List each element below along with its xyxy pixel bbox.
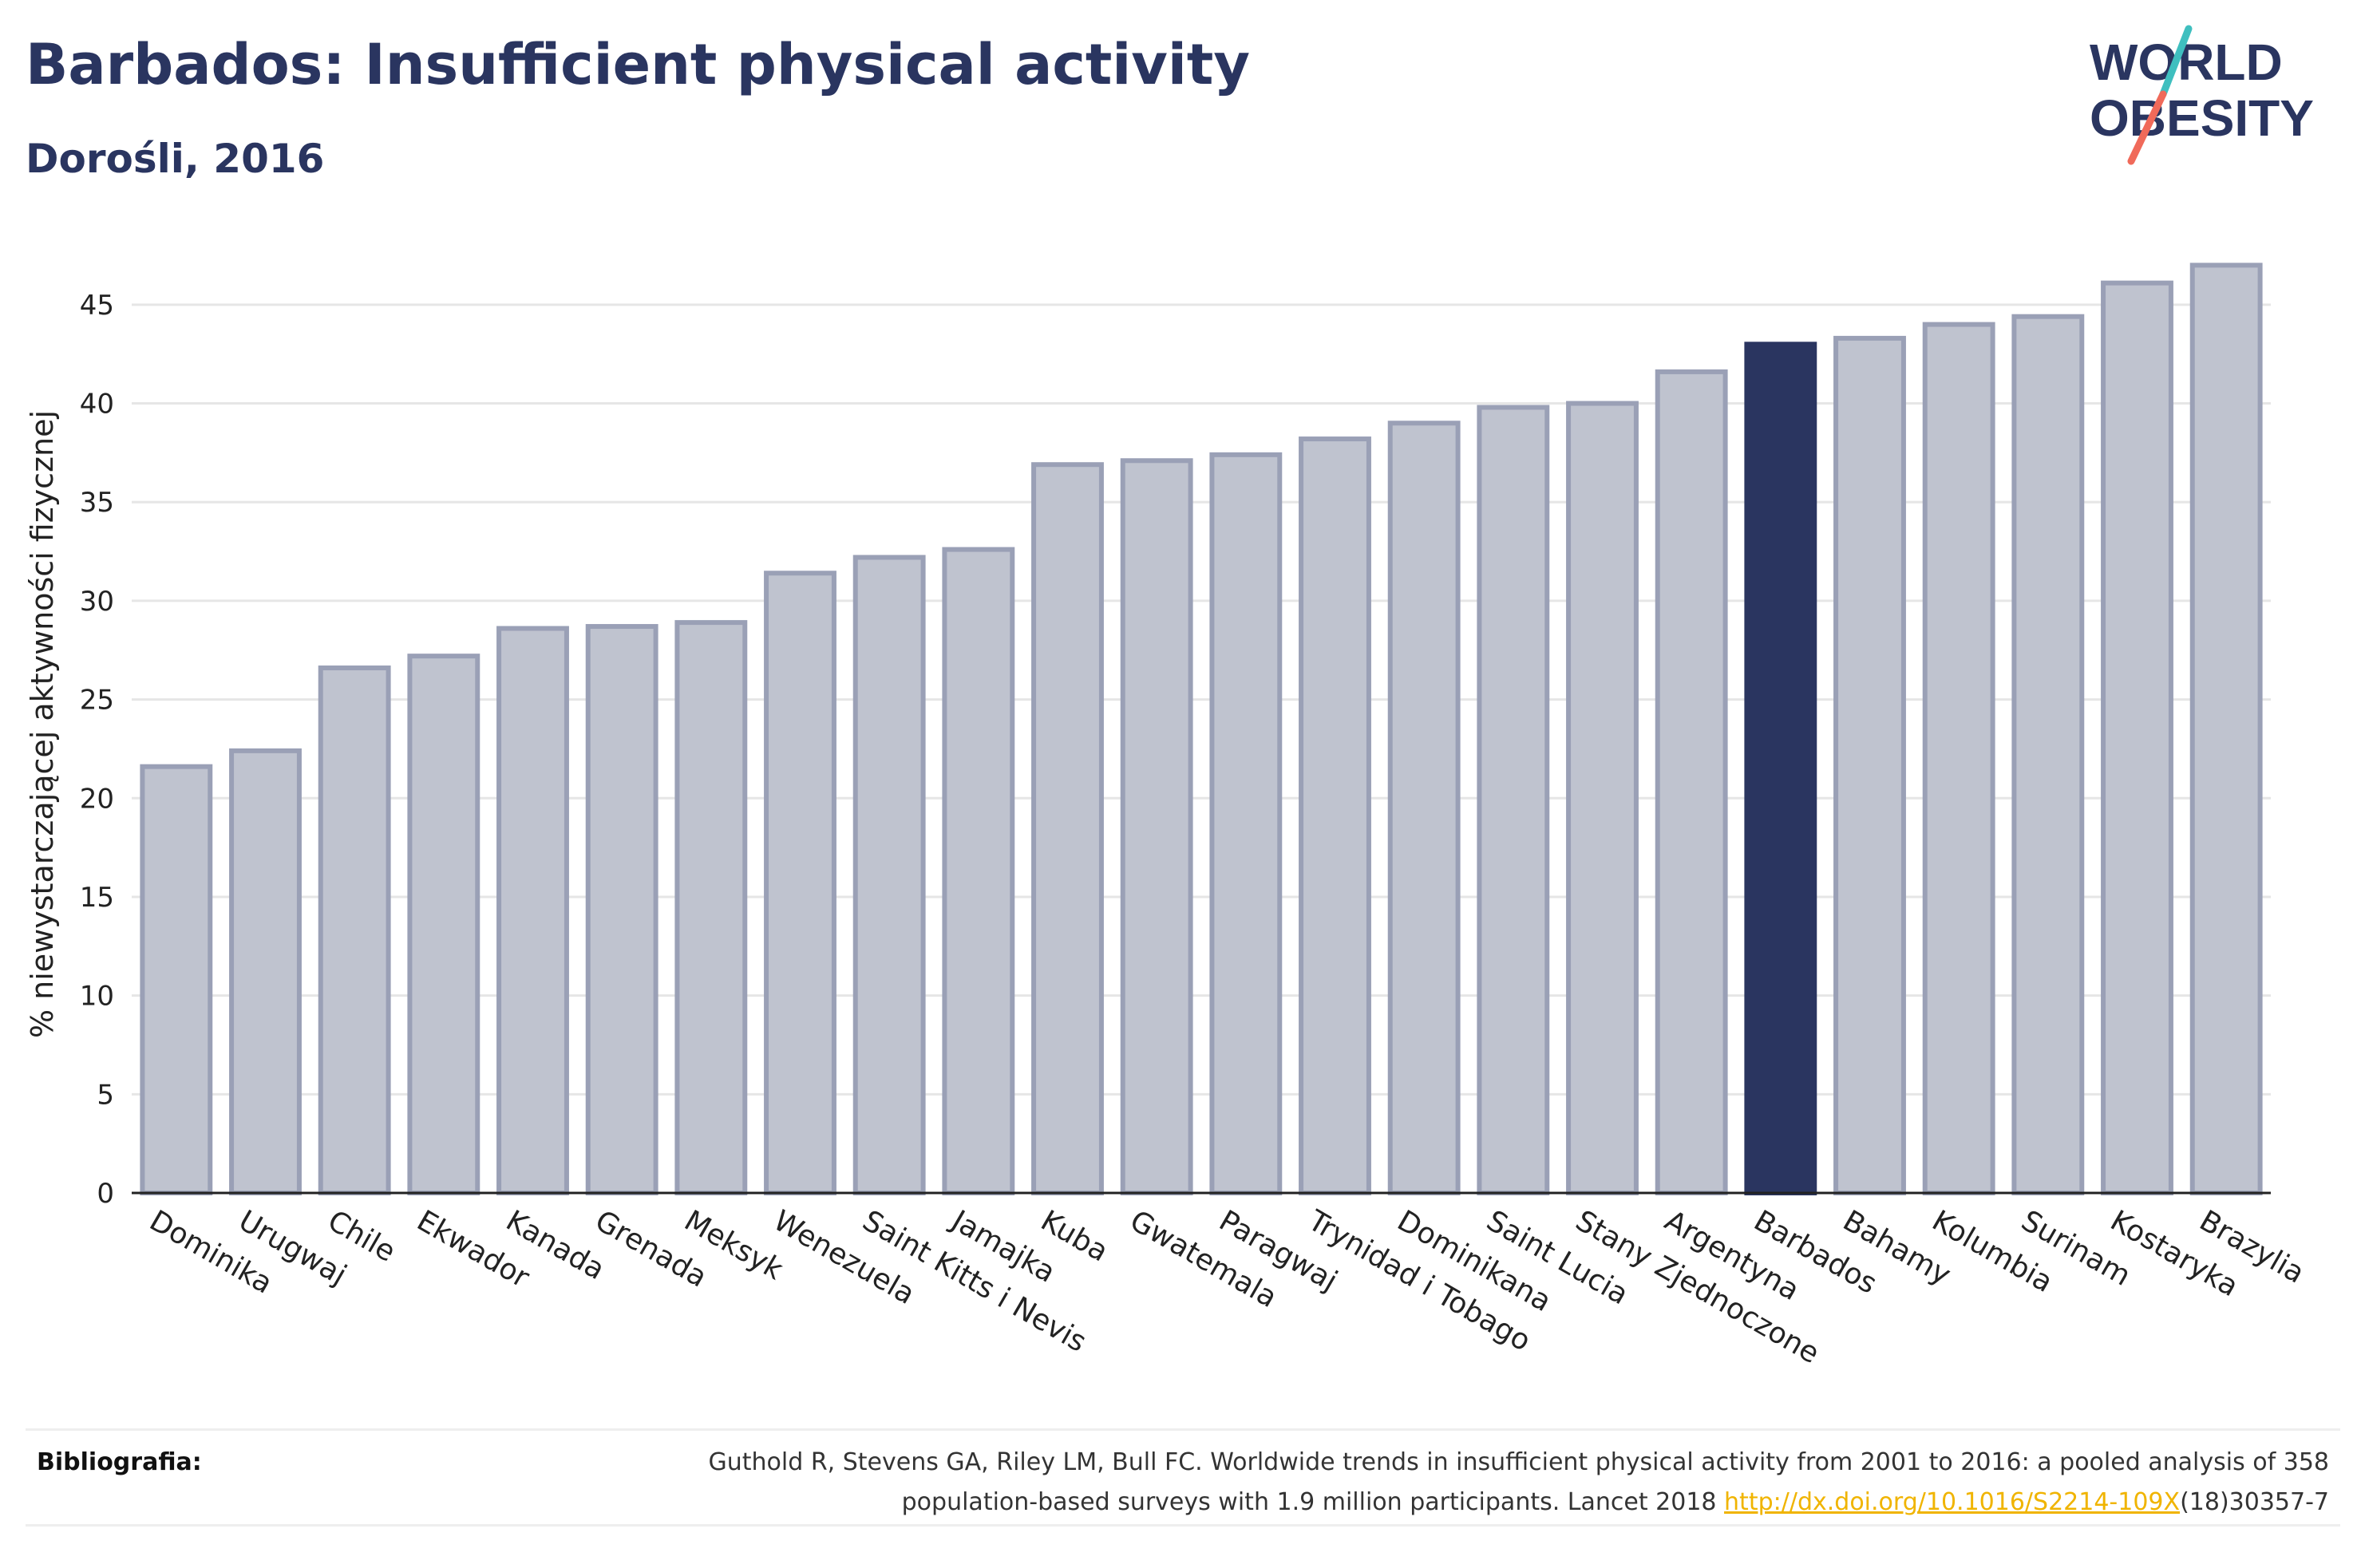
bar xyxy=(1387,421,1461,1195)
bar xyxy=(1477,405,1550,1195)
bibliography-line-1: Guthold R, Stevens GA, Riley LM, Bull FC… xyxy=(708,1448,2329,1476)
logo-slash-coral xyxy=(2127,90,2167,165)
bar xyxy=(2101,280,2173,1195)
y-tick-label: 10 xyxy=(80,981,114,1013)
bar xyxy=(1031,462,1104,1195)
bibliography-line-2-text: population-based surveys with 1.9 millio… xyxy=(901,1488,1725,1516)
bar xyxy=(852,555,926,1195)
bar xyxy=(318,666,391,1195)
bar xyxy=(942,547,1015,1195)
y-tick-label: 45 xyxy=(80,290,114,322)
page-subtitle: Dorośli, 2016 xyxy=(26,136,325,182)
bar xyxy=(1299,436,1371,1195)
bar xyxy=(496,626,569,1195)
bar xyxy=(674,620,748,1195)
y-tick-label: 20 xyxy=(80,783,114,815)
bar-highlighted xyxy=(1744,342,1817,1195)
bar xyxy=(764,571,836,1195)
bar xyxy=(1922,322,1995,1195)
doi-link[interactable]: http://dx.doi.org/10.1016/S2214-109X xyxy=(1724,1488,2181,1516)
bar xyxy=(407,654,481,1195)
bar xyxy=(1655,369,1728,1195)
bar xyxy=(1833,335,1906,1195)
footer-divider-top xyxy=(26,1428,2340,1431)
bibliography-label: Bibliografia: xyxy=(37,1448,202,1476)
world-obesity-logo: WORLD OBESITY xyxy=(2090,25,2314,165)
y-tick-label: 35 xyxy=(80,487,114,519)
y-tick-label: 15 xyxy=(80,882,114,914)
bar xyxy=(2011,314,2085,1195)
bar xyxy=(1209,452,1283,1195)
bar xyxy=(2189,263,2263,1195)
y-tick-label: 0 xyxy=(97,1178,114,1210)
y-tick-label: 30 xyxy=(80,586,114,618)
bar xyxy=(1120,458,1193,1195)
logo-slash-teal xyxy=(2159,25,2193,98)
bar xyxy=(1566,401,1639,1195)
footer-divider-bottom xyxy=(26,1524,2340,1527)
bibliography-line-2: population-based surveys with 1.9 millio… xyxy=(413,1483,2329,1523)
y-tick-label: 5 xyxy=(97,1079,114,1111)
bibliography-text: Guthold R, Stevens GA, Riley LM, Bull FC… xyxy=(413,1443,2329,1523)
bibliography-line-2-suffix: (18)30357-7 xyxy=(2180,1488,2329,1516)
bar xyxy=(585,624,658,1195)
bar-chart: 0 5 10 15 20 25 30 35 40 45 % niewystarczającej ak… xyxy=(25,263,2310,1370)
logo-word-obesity: OBESITY xyxy=(2090,89,2314,147)
y-tick-label: 40 xyxy=(80,389,114,421)
y-tick-label: 25 xyxy=(80,685,114,717)
y-axis-label: % niewystarczającej aktywności fizycznej xyxy=(25,410,60,1038)
page-title: Barbados: Insufficient physical activity xyxy=(26,32,1250,97)
bar xyxy=(229,748,302,1195)
bar xyxy=(140,764,213,1195)
